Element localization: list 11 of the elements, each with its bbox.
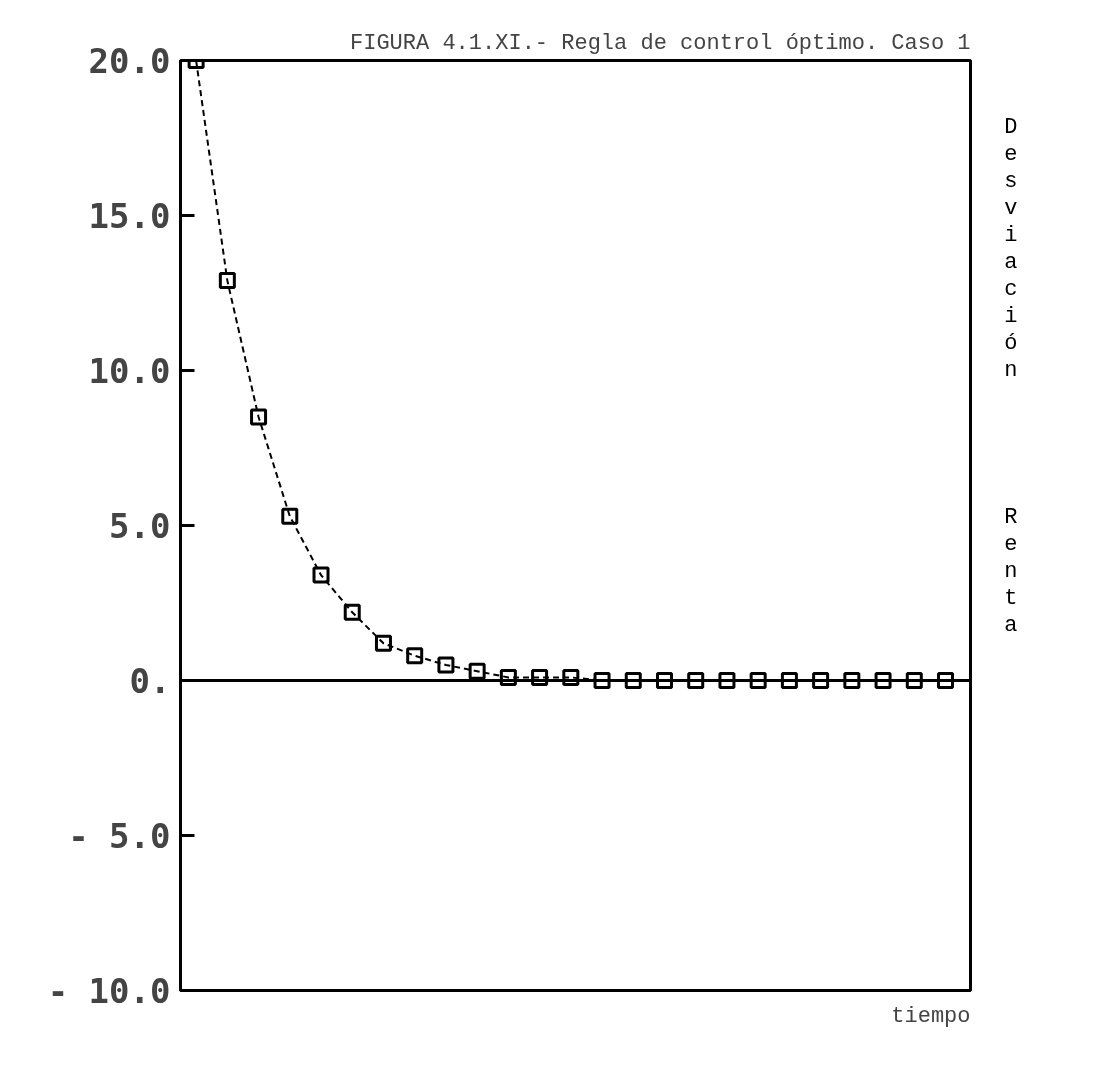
y-tick-label: - 10.0 bbox=[47, 970, 171, 1011]
y-tick-label: - 5.0 bbox=[68, 815, 171, 856]
y-tick-label: 15.0 bbox=[88, 195, 171, 236]
text: Desviación bbox=[997, 115, 1025, 385]
y-tick-label: 5.0 bbox=[109, 505, 171, 546]
y-tick-label: 10.0 bbox=[88, 350, 171, 391]
y-tick-label: 20.0 bbox=[88, 40, 171, 81]
y-tick-label: 0. bbox=[129, 660, 171, 701]
chart-title: FIGURA 4.1.XI.- Regla de control óptimo. Caso 1 bbox=[350, 30, 971, 56]
text: Renta bbox=[997, 505, 1025, 640]
x-axis-title: tiempo bbox=[891, 1003, 971, 1029]
